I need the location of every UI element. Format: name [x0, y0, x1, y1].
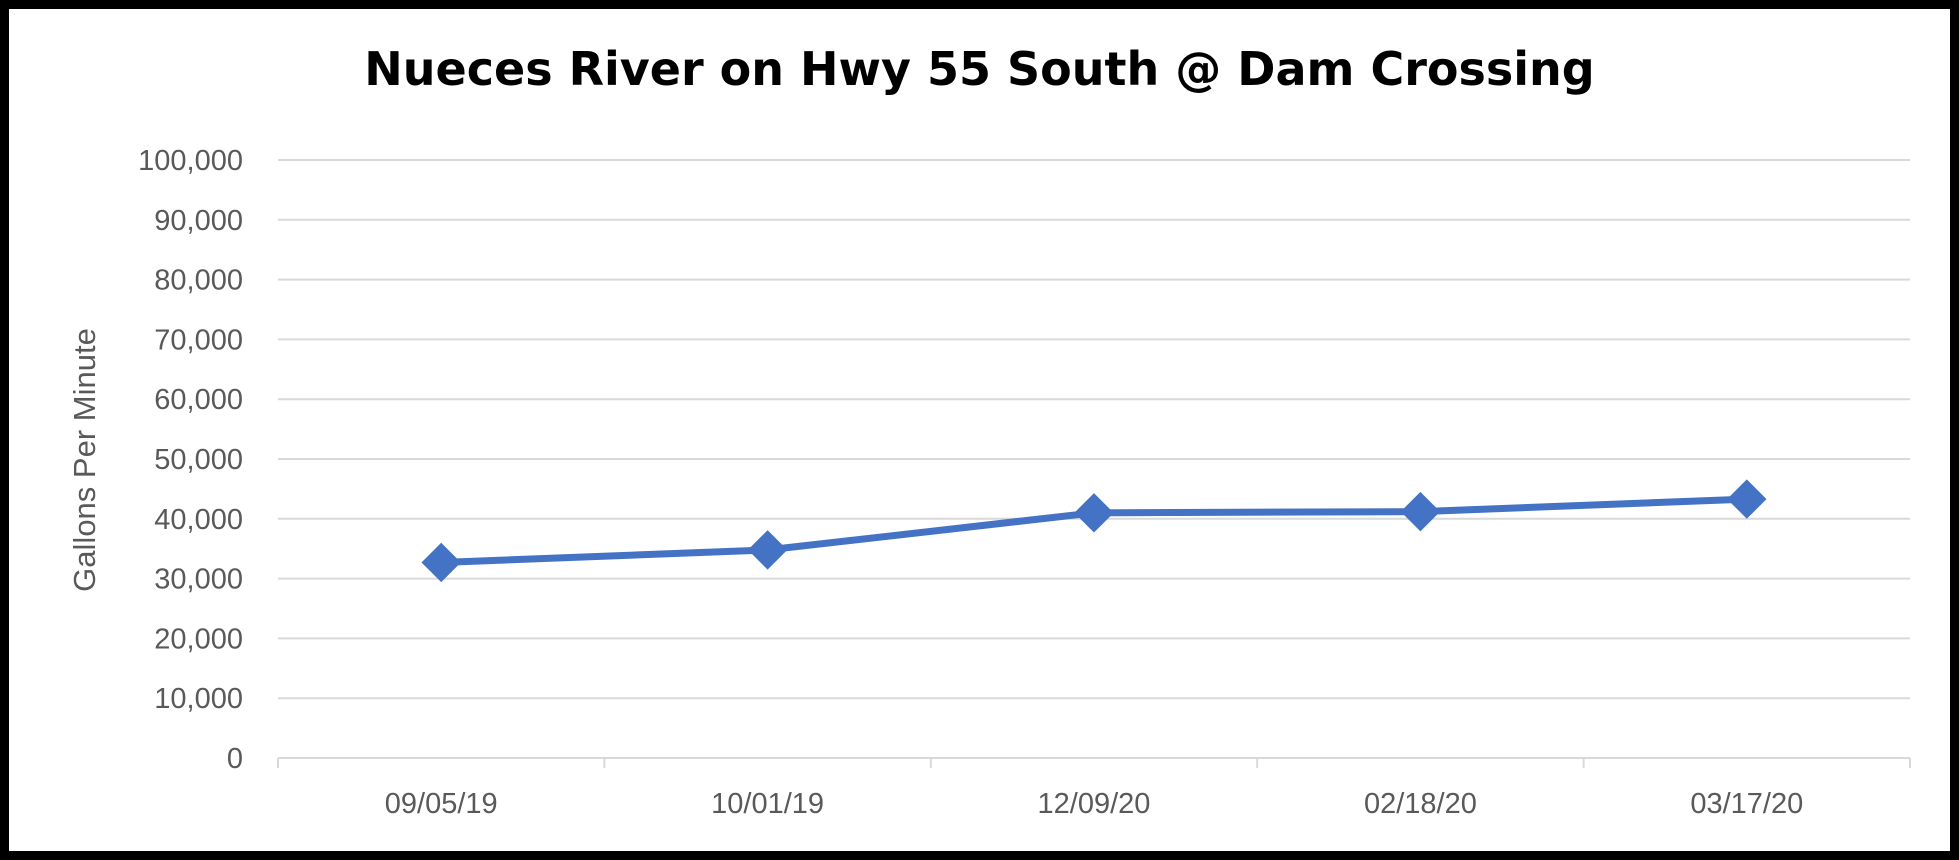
data-point-marker — [747, 530, 788, 570]
chart-title: Nueces River on Hwy 55 South @ Dam Cross… — [364, 42, 1595, 96]
y-tick-label: 0 — [227, 743, 243, 775]
x-tick-label: 09/05/19 — [385, 788, 498, 820]
y-tick-label: 30,000 — [154, 564, 243, 596]
x-tick-label: 12/09/20 — [1038, 788, 1151, 820]
x-axis — [277, 757, 1911, 768]
x-tick-label: 03/17/20 — [1690, 788, 1803, 820]
y-tick-label: 80,000 — [154, 265, 243, 297]
x-tick-label: 10/01/19 — [711, 788, 824, 820]
y-tick-label: 20,000 — [154, 623, 243, 655]
x-tick-label: 02/18/20 — [1364, 788, 1477, 820]
series-line-group — [421, 479, 1767, 583]
y-tick-label: 50,000 — [154, 444, 243, 476]
gridlines — [278, 159, 1910, 700]
data-point-marker — [1074, 493, 1114, 533]
y-tick-label: 90,000 — [154, 205, 243, 237]
data-point-marker — [421, 542, 461, 583]
y-tick-label: 10,000 — [154, 683, 243, 715]
x-tick-labels: 09/05/19 10/01/19 12/09/20 02/18/20 03/17/20 — [385, 788, 1803, 820]
data-point-marker — [1727, 479, 1767, 519]
y-axis-title: Gallons Per Minute — [67, 328, 102, 592]
y-tick-label: 60,000 — [154, 384, 243, 416]
y-tick-label: 100,000 — [138, 145, 243, 177]
data-point-marker — [1400, 491, 1441, 532]
y-tick-label: 70,000 — [154, 324, 243, 356]
y-tick-labels: 0 10,000 20,000 30,000 40,000 50,000 60,000 70,… — [138, 145, 243, 775]
y-tick-label: 40,000 — [154, 504, 243, 536]
